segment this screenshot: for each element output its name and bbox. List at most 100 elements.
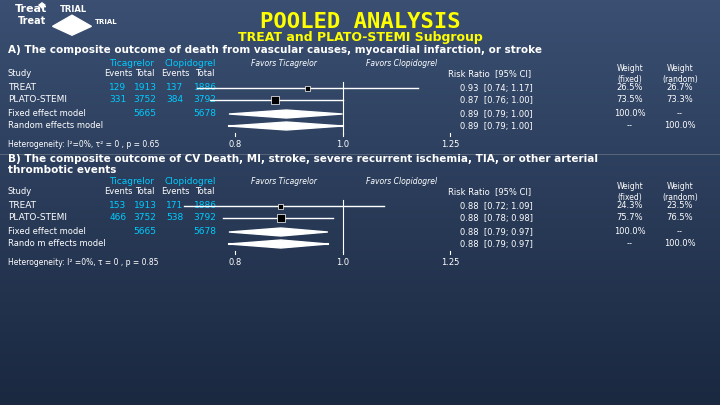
Text: 137: 137 (166, 83, 184, 92)
Text: 1.25: 1.25 (441, 140, 459, 149)
Text: Study: Study (8, 188, 32, 196)
Text: 73.5%: 73.5% (617, 96, 643, 104)
Text: PLATO-STEMI: PLATO-STEMI (8, 96, 67, 104)
Text: Random effects model: Random effects model (8, 122, 103, 130)
Text: 0.88  [0.79; 0.97]: 0.88 [0.79; 0.97] (460, 239, 533, 249)
Text: 1.0: 1.0 (336, 140, 349, 149)
Text: 129: 129 (109, 83, 127, 92)
Text: 1886: 1886 (194, 202, 217, 211)
Text: 384: 384 (166, 96, 184, 104)
Text: --: -- (627, 239, 633, 249)
Text: TREAT: TREAT (8, 83, 36, 92)
Text: 0.87  [0.76; 1.00]: 0.87 [0.76; 1.00] (460, 96, 533, 104)
Text: thrombotic events: thrombotic events (8, 165, 117, 175)
Polygon shape (229, 228, 328, 236)
Text: Favors Ticagrelor: Favors Ticagrelor (251, 60, 317, 68)
Text: 26.7%: 26.7% (667, 83, 693, 92)
Text: Weight
(random): Weight (random) (662, 182, 698, 202)
Text: Risk Ratio  [95% CI]: Risk Ratio [95% CI] (449, 188, 531, 196)
Text: Total: Total (195, 188, 215, 196)
Text: Treat: Treat (17, 16, 46, 26)
Text: Fixed effect model: Fixed effect model (8, 228, 86, 237)
Text: TREAT and PLATO-STEMI Subgroup: TREAT and PLATO-STEMI Subgroup (238, 30, 482, 43)
Text: Total: Total (135, 188, 155, 196)
Text: 171: 171 (166, 202, 184, 211)
Text: 100.0%: 100.0% (614, 228, 646, 237)
Text: 0.93  [0.74; 1.17]: 0.93 [0.74; 1.17] (460, 83, 533, 92)
Text: Treat: Treat (15, 4, 48, 14)
Text: Events: Events (161, 188, 189, 196)
Text: Fixed effect model: Fixed effect model (8, 109, 86, 119)
Text: Clopidogrel: Clopidogrel (164, 60, 216, 68)
Text: 0.88  [0.78; 0.98]: 0.88 [0.78; 0.98] (460, 213, 533, 222)
Text: 3792: 3792 (194, 213, 217, 222)
Text: TRIAL: TRIAL (95, 19, 118, 25)
Text: 538: 538 (166, 213, 184, 222)
Text: 3752: 3752 (134, 213, 156, 222)
Text: A) The composite outcome of death from vascular causes, myocardial infarction, o: A) The composite outcome of death from v… (8, 45, 542, 55)
Text: B) The composite outcome of CV Death, MI, stroke, severe recurrent ischemia, TIA: B) The composite outcome of CV Death, MI… (8, 154, 598, 164)
Text: --: -- (627, 122, 633, 130)
Polygon shape (53, 15, 91, 35)
Text: 26.5%: 26.5% (617, 83, 643, 92)
Text: 0.88  [0.79; 0.97]: 0.88 [0.79; 0.97] (460, 228, 533, 237)
Bar (271, 96, 279, 104)
Text: TREAT: TREAT (8, 202, 36, 211)
Text: 75.7%: 75.7% (617, 213, 643, 222)
Polygon shape (229, 240, 328, 248)
Bar (279, 203, 284, 209)
Text: PLATO-STEMI: PLATO-STEMI (8, 213, 67, 222)
Text: Heterogeneity: I²=0%, τ² = 0 , p = 0.65: Heterogeneity: I²=0%, τ² = 0 , p = 0.65 (8, 140, 159, 149)
Text: Clopidogrel: Clopidogrel (164, 177, 216, 186)
Text: 24.3%: 24.3% (617, 202, 643, 211)
Text: 0.88  [0.72; 1.09]: 0.88 [0.72; 1.09] (460, 202, 533, 211)
Text: 23.5%: 23.5% (667, 202, 693, 211)
Text: 1913: 1913 (133, 202, 156, 211)
Text: 100.0%: 100.0% (664, 239, 696, 249)
Text: Events: Events (104, 188, 132, 196)
Text: Weight
(fixed): Weight (fixed) (616, 182, 644, 202)
Text: Weight
(fixed): Weight (fixed) (616, 64, 644, 84)
Text: 100.0%: 100.0% (614, 109, 646, 119)
Text: 5665: 5665 (133, 109, 156, 119)
Text: Favors Clopidogrel: Favors Clopidogrel (366, 60, 437, 68)
Text: Ticagrelor: Ticagrelor (109, 177, 154, 186)
Text: 466: 466 (109, 213, 127, 222)
Text: 331: 331 (109, 96, 127, 104)
Text: 5678: 5678 (194, 109, 217, 119)
Text: 5665: 5665 (133, 228, 156, 237)
Text: 153: 153 (109, 202, 127, 211)
Polygon shape (38, 2, 46, 9)
Text: --: -- (677, 109, 683, 119)
Text: 3752: 3752 (134, 96, 156, 104)
Text: 1.0: 1.0 (336, 258, 349, 267)
Text: Favors Ticagrelor: Favors Ticagrelor (251, 177, 317, 186)
Text: 100.0%: 100.0% (664, 122, 696, 130)
Text: Ticagrelor: Ticagrelor (109, 60, 154, 68)
Text: 73.3%: 73.3% (667, 96, 693, 104)
Text: 0.8: 0.8 (228, 258, 242, 267)
Bar (277, 214, 285, 222)
Text: 3792: 3792 (194, 96, 217, 104)
Text: POOLED ANALYSIS: POOLED ANALYSIS (260, 12, 460, 32)
Text: Weight
(random): Weight (random) (662, 64, 698, 84)
Bar (305, 85, 310, 90)
Text: Study: Study (8, 70, 32, 79)
Polygon shape (229, 122, 343, 130)
Text: Total: Total (135, 70, 155, 79)
Text: 76.5%: 76.5% (667, 213, 693, 222)
Text: 1913: 1913 (133, 83, 156, 92)
Text: 1886: 1886 (194, 83, 217, 92)
Text: 0.8: 0.8 (228, 140, 242, 149)
Text: TRIAL: TRIAL (60, 4, 87, 13)
Text: Heterogeneity: I² =0%, τ = 0 , p = 0.85: Heterogeneity: I² =0%, τ = 0 , p = 0.85 (8, 258, 158, 267)
Text: 1.25: 1.25 (441, 258, 459, 267)
Text: 0.89  [0.79; 1.00]: 0.89 [0.79; 1.00] (460, 109, 533, 119)
Polygon shape (229, 110, 343, 118)
Text: Rando m effects model: Rando m effects model (8, 239, 106, 249)
Text: Favors Clopidogrel: Favors Clopidogrel (366, 177, 437, 186)
Text: --: -- (677, 228, 683, 237)
Text: 0.89  [0.79; 1.00]: 0.89 [0.79; 1.00] (460, 122, 533, 130)
Text: 5678: 5678 (194, 228, 217, 237)
Text: Risk Ratio  [95% CI]: Risk Ratio [95% CI] (449, 70, 531, 79)
